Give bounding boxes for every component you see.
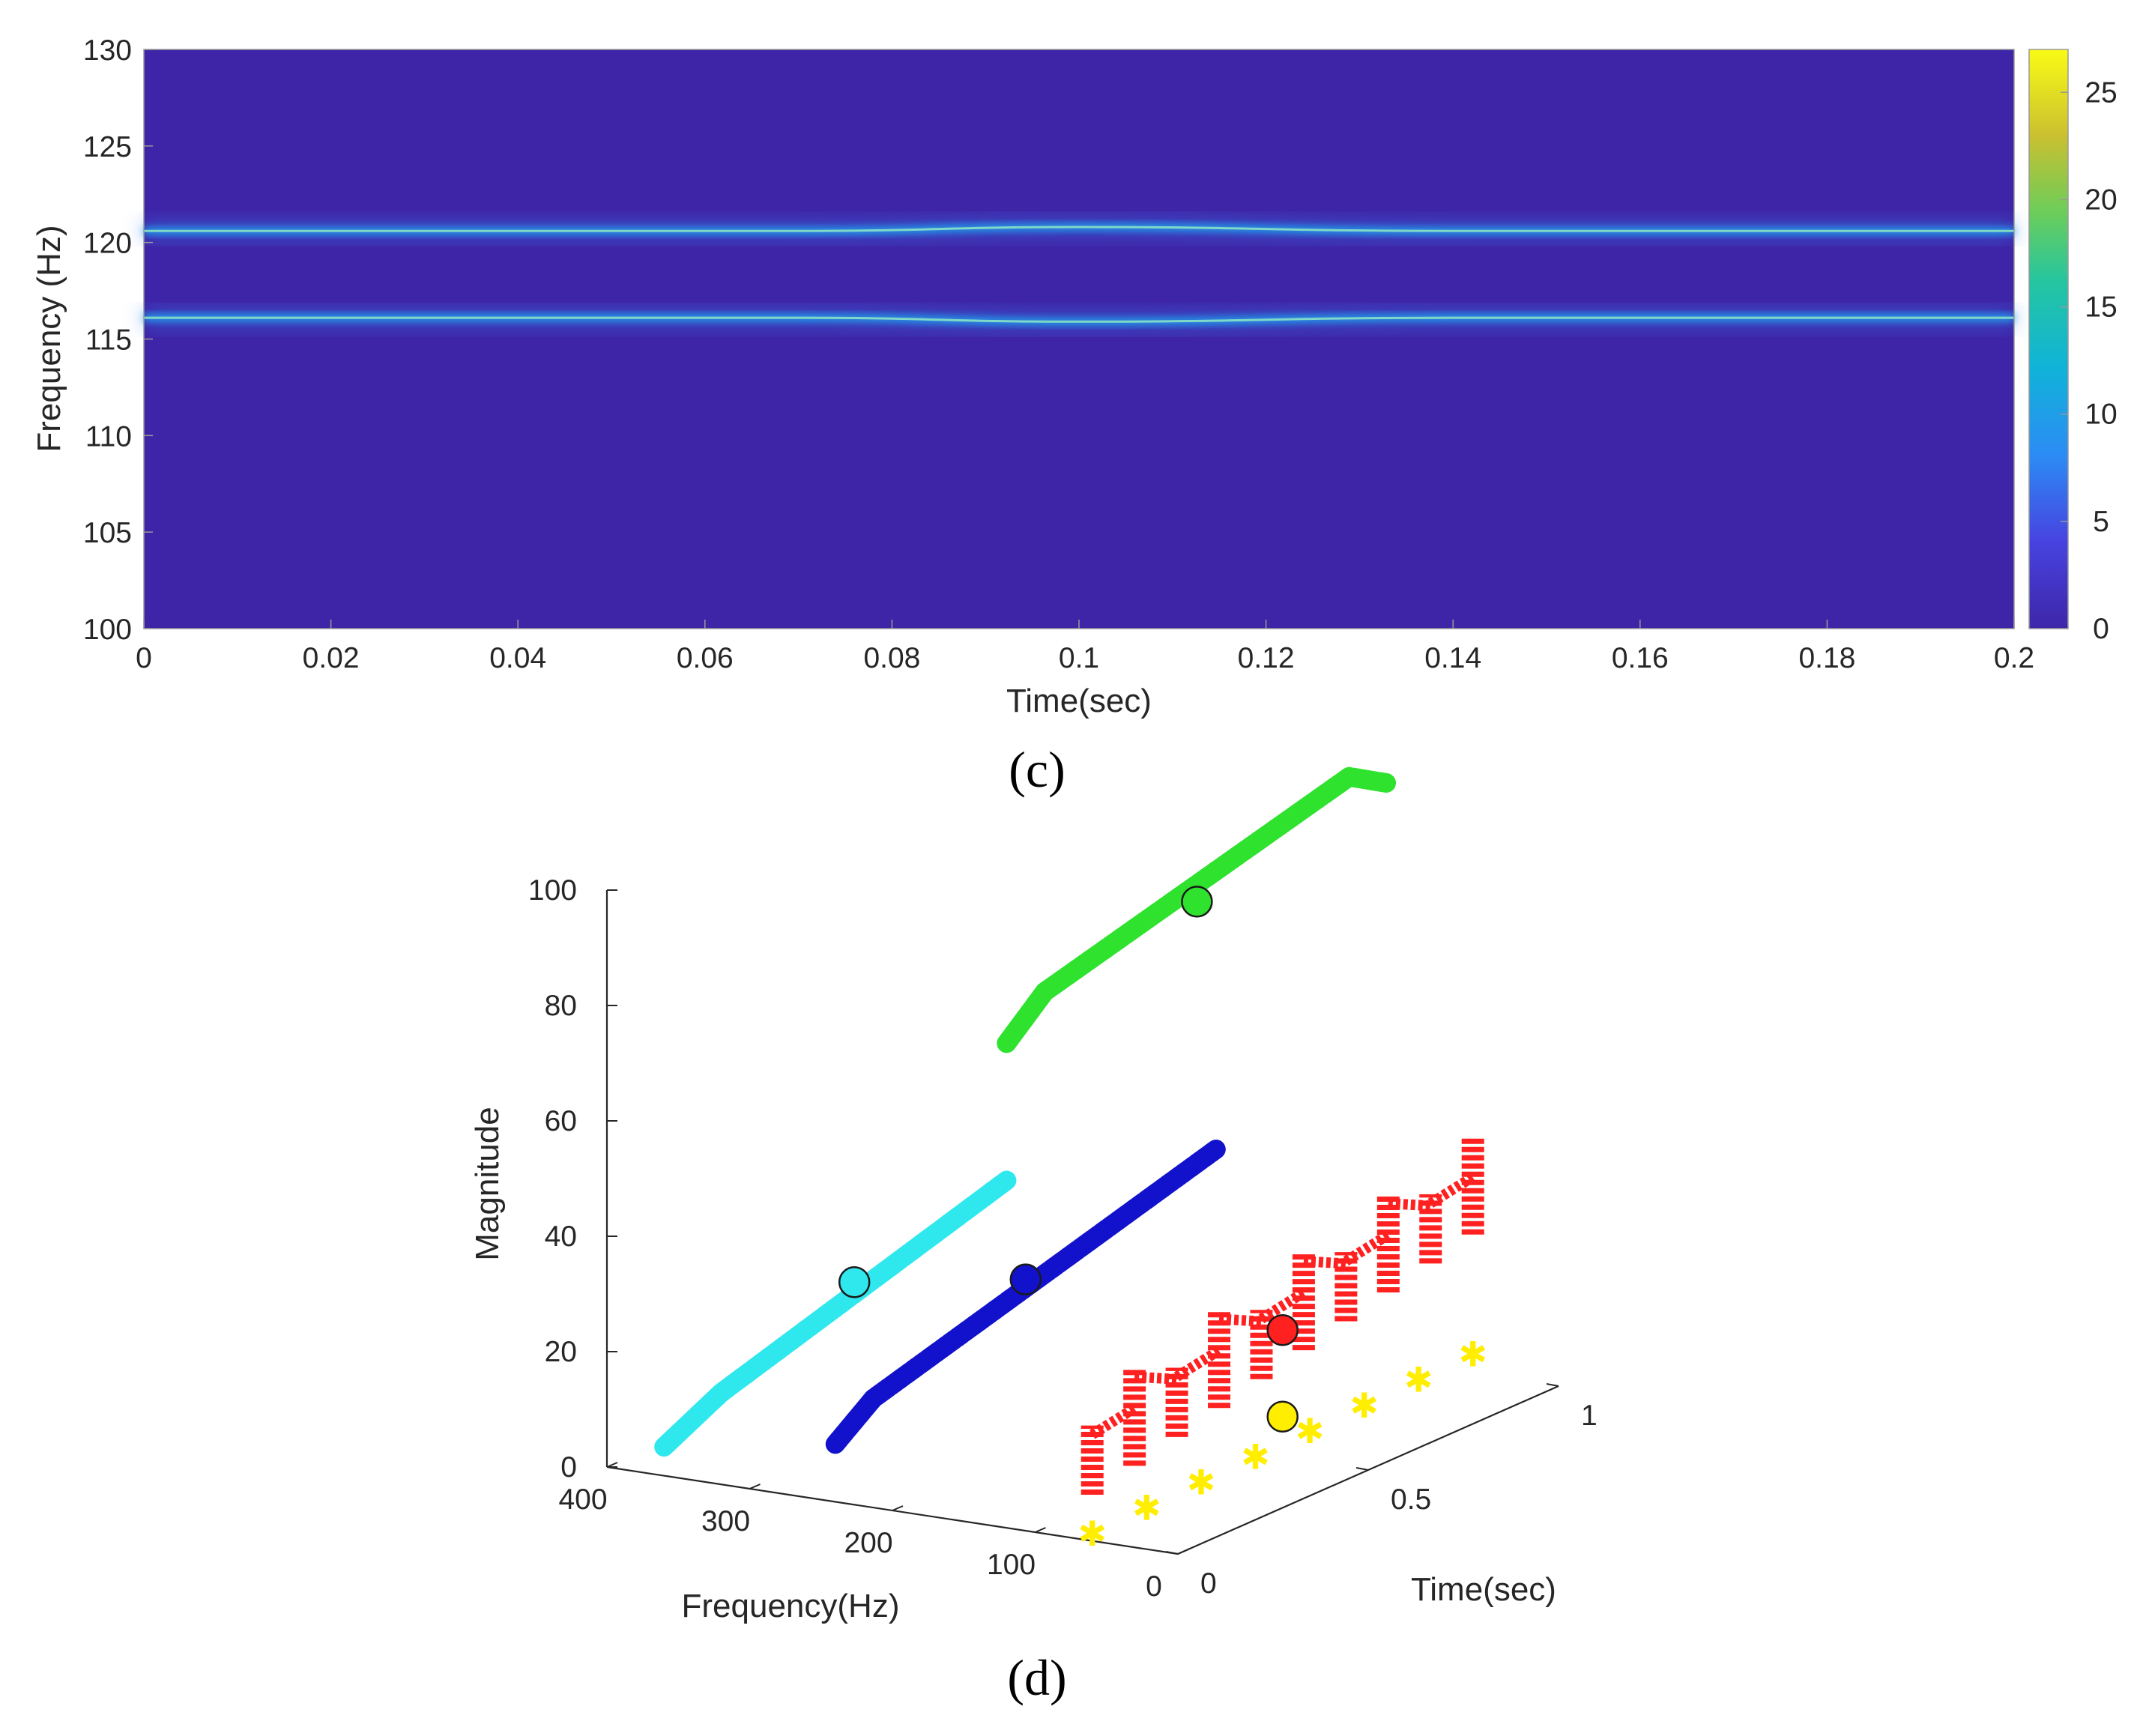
frequency-axis-label: Frequency(Hz) bbox=[682, 1588, 900, 1624]
frequency-tick-mark bbox=[1177, 1549, 1189, 1555]
frequency-tick-mark bbox=[749, 1484, 761, 1489]
yellow-star-marker: ✱ bbox=[1404, 1360, 1433, 1400]
panel-c: 0 0.02 0.04 0.06 0.08 0.1 0.12 0.14 0.16 0.18 0.2 … bbox=[31, 34, 2118, 798]
heatmap-y-ticks: 100 105 110 115 120 125 130 bbox=[83, 34, 153, 646]
yellow-star-marker: ✱ bbox=[1458, 1334, 1487, 1375]
z-tick-label: 60 bbox=[545, 1105, 577, 1137]
heatmap-x-ticks: 0 0.02 0.04 0.06 0.08 0.1 0.12 0.14 0.16 0.18 0.2 bbox=[136, 620, 2034, 674]
heatmap-y-axis-label: Frequency (Hz) bbox=[31, 225, 67, 452]
yellow-star-marker: ✱ bbox=[1241, 1436, 1270, 1477]
time-tick-mark bbox=[1165, 1551, 1179, 1555]
z-tick-label: 80 bbox=[545, 990, 577, 1022]
series-blue bbox=[825, 1140, 1226, 1454]
panel-label-d: (d) bbox=[1007, 1649, 1066, 1706]
yellow-star-marker: ✱ bbox=[1187, 1463, 1216, 1503]
colorbar-tick-label: 15 bbox=[2085, 291, 2117, 324]
heatmap-y-tick-label: 120 bbox=[83, 228, 132, 260]
ridge-line bbox=[144, 316, 2014, 323]
heatmap-plot-area bbox=[144, 49, 2014, 629]
heatmap-x-tick-label: 0.2 bbox=[1994, 642, 2034, 674]
series-red bbox=[1080, 1136, 1484, 1495]
frequency-tick-mark bbox=[606, 1462, 618, 1468]
colorbar-tick-label: 20 bbox=[2085, 184, 2117, 216]
green-trace-core bbox=[1000, 769, 1394, 1050]
heatmap-y-tick-label: 115 bbox=[85, 324, 132, 357]
heatmap-y-tick-label: 110 bbox=[85, 420, 132, 453]
colorbar-ticks: 0 5 10 15 20 25 bbox=[2061, 76, 2118, 645]
yellow-star-marker: ✱ bbox=[1077, 1513, 1107, 1554]
z-tick-label: 20 bbox=[545, 1336, 577, 1368]
colorbar bbox=[2028, 49, 2069, 629]
time-tick-label: 1 bbox=[1581, 1400, 1598, 1432]
blue-trace-core bbox=[828, 1143, 1223, 1451]
frequency-tick-label: 400 bbox=[558, 1484, 607, 1516]
heatmap-x-tick-label: 0.16 bbox=[1612, 642, 1669, 674]
time-tick-mark bbox=[1355, 1467, 1369, 1471]
heatmap-x-tick-label: 0.04 bbox=[489, 642, 546, 674]
green-centroid-marker bbox=[1181, 886, 1213, 918]
scatter3d-ticks: 0 20 40 60 80 100 400 300 200 100 0 0 0.5 1 bbox=[528, 874, 1598, 1603]
heatmap-x-tick-label: 0 bbox=[136, 642, 152, 674]
series-green bbox=[997, 766, 1397, 1053]
heatmap-y-tick-label: 125 bbox=[83, 131, 132, 163]
yellow-centroid-marker bbox=[1266, 1400, 1299, 1433]
time-axis-label: Time(sec) bbox=[1411, 1571, 1556, 1608]
z-tick-label: 40 bbox=[545, 1221, 577, 1253]
yellow-star-marker: ✱ bbox=[1349, 1385, 1379, 1426]
panel-label-c: (c) bbox=[1009, 741, 1065, 798]
red-centroid-marker bbox=[1266, 1313, 1299, 1346]
cyan-centroid-marker bbox=[838, 1266, 871, 1298]
heatmap-x-tick-label: 0.18 bbox=[1798, 642, 1855, 674]
time-tick-label: 0 bbox=[1200, 1567, 1217, 1600]
heatmap-x-tick-label: 0.06 bbox=[677, 642, 734, 674]
frequency-tick-mark bbox=[1035, 1527, 1046, 1533]
heatmap-x-tick-label: 0.14 bbox=[1424, 642, 1481, 674]
yellow-star-marker: ✱ bbox=[1296, 1411, 1325, 1451]
colorbar-tick-label: 25 bbox=[2085, 76, 2117, 109]
heatmap-x-axis-label: Time(sec) bbox=[1006, 683, 1152, 719]
time-tick-mark bbox=[1546, 1383, 1559, 1387]
heatmap-y-tick-label: 130 bbox=[83, 34, 132, 67]
frequency-tick-label: 300 bbox=[701, 1505, 750, 1537]
z-tick-label: 0 bbox=[560, 1451, 577, 1484]
frequency-tick-label: 100 bbox=[987, 1549, 1036, 1581]
heatmap-y-tick-label: 100 bbox=[83, 614, 132, 646]
frequency-tick-label: 0 bbox=[1146, 1570, 1162, 1603]
blue-centroid-marker bbox=[1009, 1263, 1042, 1295]
heatmap-x-tick-label: 0.02 bbox=[303, 642, 360, 674]
z-tick-label: 100 bbox=[528, 874, 577, 907]
time-tick-label: 0.5 bbox=[1391, 1484, 1431, 1516]
series-yellow: ✱ ✱ ✱ ✱ ✱ ✱ ✱ ✱ bbox=[1077, 1334, 1487, 1554]
z-axis-label: Magnitude bbox=[469, 1107, 506, 1260]
scatter3d-series: ✱ ✱ ✱ ✱ ✱ ✱ ✱ ✱ bbox=[654, 766, 1487, 1554]
heatmap-x-tick-label: 0.08 bbox=[863, 642, 920, 674]
cyan-trace-core bbox=[657, 1173, 1014, 1454]
series-cyan bbox=[654, 1170, 1017, 1457]
heatmap-y-tick-label: 105 bbox=[83, 517, 132, 549]
yellow-star-marker: ✱ bbox=[1132, 1488, 1161, 1528]
colorbar-tick-label: 5 bbox=[2093, 506, 2109, 538]
heatmap-ridges bbox=[144, 217, 2014, 332]
colorbar-tick-label: 0 bbox=[2093, 613, 2109, 645]
frequency-tick-mark bbox=[892, 1505, 904, 1511]
frequency-tick-label: 200 bbox=[844, 1527, 892, 1559]
colorbar-tick-label: 10 bbox=[2085, 399, 2117, 431]
scatter3d-axes bbox=[605, 890, 1559, 1555]
panel-d: 0 20 40 60 80 100 400 300 200 100 0 0 0.5 1 ✱ ✱ ✱ ✱ ✱ ✱ ✱✱ … bbox=[469, 766, 1598, 1706]
heatmap-x-tick-label: 0.12 bbox=[1238, 642, 1295, 674]
heatmap-x-tick-label: 0.1 bbox=[1059, 642, 1099, 674]
ridge-line bbox=[144, 226, 2014, 232]
